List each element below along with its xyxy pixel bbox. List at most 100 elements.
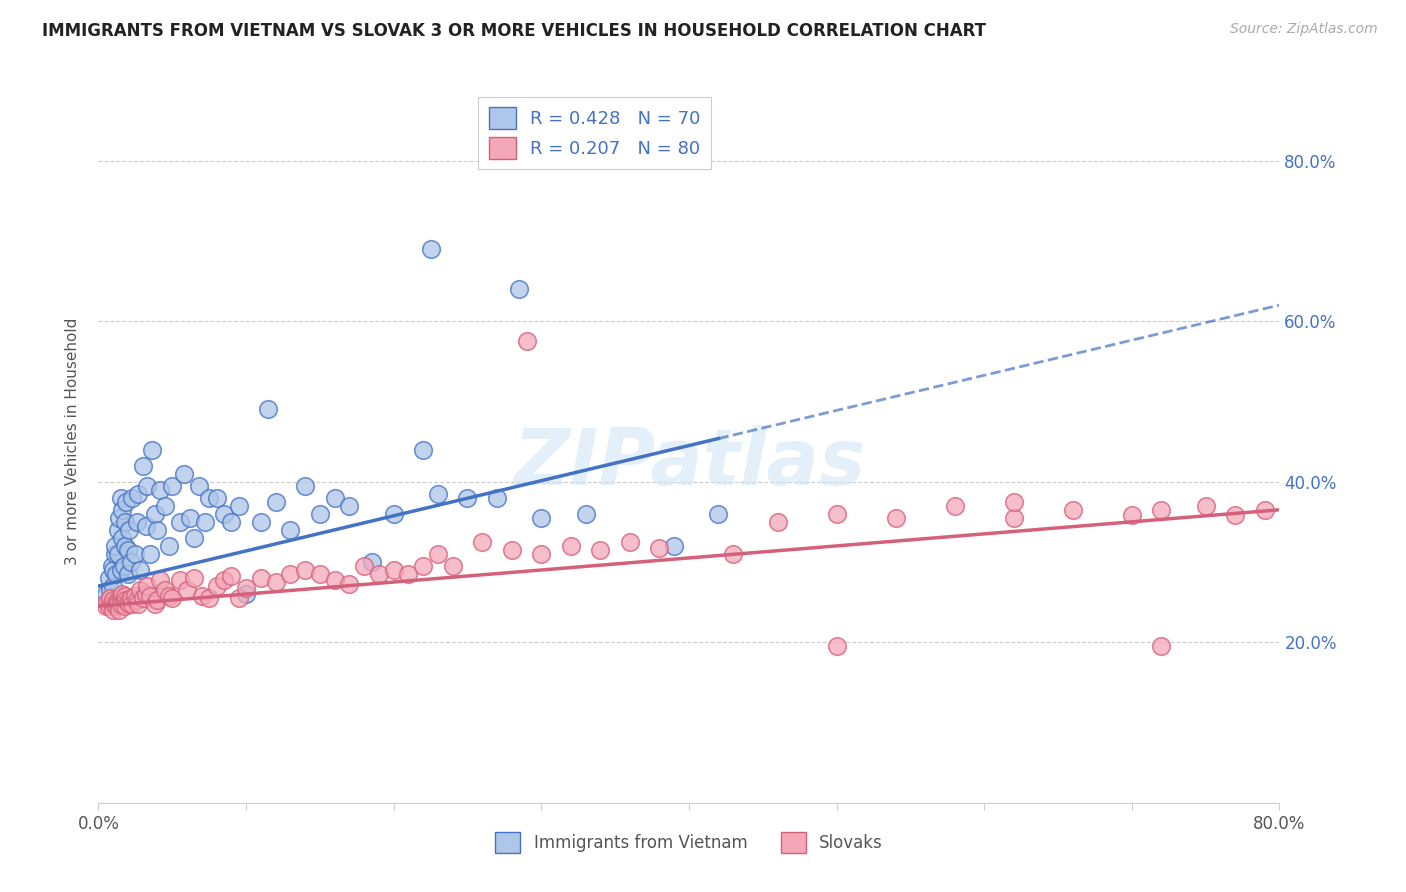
Point [1150,639,1173,653]
Point [250,515,273,529]
Point [1195,499,1218,513]
Point [115,593,138,607]
Point [94,587,117,601]
Point [412,558,434,574]
Point [98,591,121,605]
Point [97,571,120,585]
Point [110,591,132,605]
Point [575,507,598,521]
Point [943,499,966,513]
Point [1225,508,1247,523]
Point [323,491,346,505]
Point [104,539,127,553]
Point [110,597,132,611]
Point [132,458,155,473]
Point [825,507,848,521]
Point [187,478,209,492]
Point [121,597,143,611]
Point [103,593,125,607]
Point [419,242,441,256]
Point [162,591,183,605]
Point [323,573,346,587]
Point [149,573,172,587]
Point [294,478,316,492]
Point [153,583,176,598]
Point [157,589,180,603]
Point [280,567,302,582]
Point [257,402,280,417]
Point [114,539,136,553]
Point [264,494,287,508]
Point [1002,510,1025,524]
Point [135,587,157,601]
Point [127,597,149,611]
Point [103,603,125,617]
Point [173,467,195,481]
Point [118,597,141,611]
Point [382,563,405,577]
Point [1002,494,1025,508]
Point [664,539,686,553]
Point [124,547,146,561]
Point [183,531,205,545]
Point [114,589,136,603]
Point [1254,502,1277,516]
Point [179,510,201,524]
Point [382,507,405,521]
Point [264,574,287,589]
Point [723,547,745,561]
Point [114,599,136,614]
Point [309,567,332,582]
Point [212,507,235,521]
Point [108,510,131,524]
Point [111,587,134,601]
Point [103,579,125,593]
Point [766,515,789,529]
Point [1121,508,1143,523]
Point [107,593,129,607]
Point [114,515,136,529]
Point [530,547,553,561]
Point [169,515,191,529]
Point [110,563,132,577]
Point [427,547,450,561]
Point [132,591,155,605]
Point [111,502,134,516]
Point [825,639,848,653]
Point [339,499,361,513]
Point [127,486,149,500]
Point [112,558,135,574]
Point [169,573,191,587]
Point [157,539,180,553]
Point [486,491,509,505]
Text: Source: ZipAtlas.com: Source: ZipAtlas.com [1230,22,1378,37]
Point [96,595,118,609]
Point [457,491,479,505]
Point [441,558,464,574]
Point [146,523,169,537]
Point [141,442,163,457]
Point [353,558,375,574]
Point [228,591,250,605]
Point [707,507,730,521]
Point [194,515,217,529]
Point [94,599,117,614]
Point [139,589,162,603]
Point [235,587,257,601]
Point [508,282,530,296]
Point [501,542,523,557]
Point [1062,502,1084,516]
Point [205,491,228,505]
Point [516,334,538,348]
Text: ZIPatlas: ZIPatlas [513,425,865,501]
Point [360,555,382,569]
Point [294,563,316,577]
Point [103,563,125,577]
Point [228,499,250,513]
Point [120,555,142,569]
Point [648,541,671,555]
Point [128,583,150,598]
Point [120,591,142,605]
Point [139,547,162,561]
Point [107,547,129,561]
